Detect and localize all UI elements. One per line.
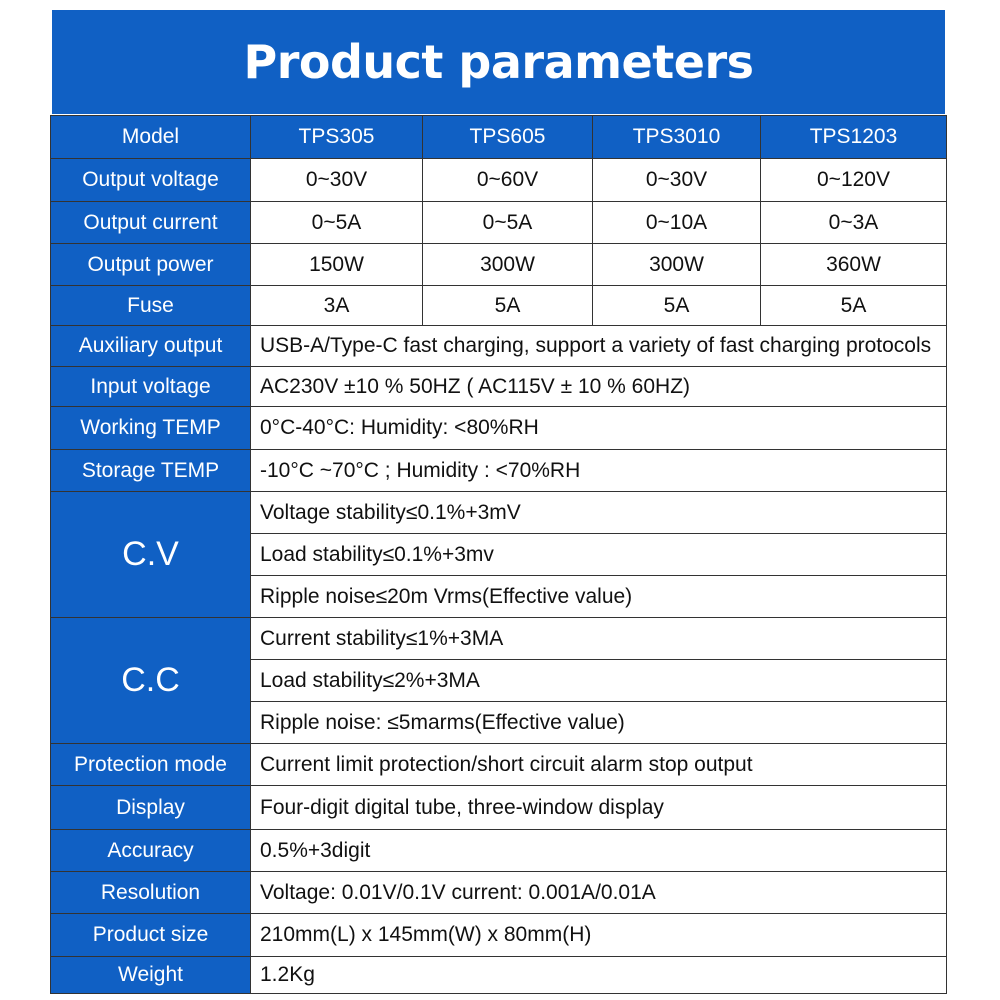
row-value: Load stability≤0.1%+3mv <box>250 533 947 576</box>
table-row: Protection mode Current limit protection/… <box>50 743 947 786</box>
row-value: 0~3A <box>760 201 947 244</box>
page-title: Product parameters <box>52 10 945 114</box>
row-label: Resolution <box>50 871 251 914</box>
table-row: C.V Voltage stability≤0.1%+3mV <box>50 491 947 618</box>
header-label: Model <box>50 115 251 159</box>
row-label: Output current <box>50 201 251 244</box>
row-label: Accuracy <box>50 829 251 872</box>
row-value: 0.5%+3digit <box>250 829 947 872</box>
row-value: AC230V ±10 % 50HZ ( AC115V ± 10 % 60HZ) <box>250 366 947 407</box>
model-header: TPS605 <box>422 115 593 159</box>
row-label: C.V <box>50 491 251 618</box>
row-value: USB-A/Type-C fast charging, support a va… <box>250 325 947 367</box>
row-value: 5A <box>422 285 593 326</box>
row-value: 5A <box>592 285 761 326</box>
row-value: 0~30V <box>250 158 423 202</box>
row-value: 0~120V <box>760 158 947 202</box>
row-label: Working TEMP <box>50 406 251 450</box>
row-label: Output voltage <box>50 158 251 202</box>
table-row: Resolution Voltage: 0.01V/0.1V current: 0… <box>50 871 947 914</box>
row-value: 1.2Kg <box>250 956 947 994</box>
row-value: 5A <box>760 285 947 326</box>
table-row: Ripple noise: ≤5marms(Effective value) <box>51 701 947 744</box>
header-row: Model TPS305 TPS605 TPS3010 TPS1203 <box>50 115 947 159</box>
row-label: Product size <box>50 913 251 957</box>
row-label: Display <box>50 785 251 830</box>
row-value: Voltage stability≤0.1%+3mV <box>250 491 947 534</box>
row-value: 210mm(L) x 145mm(W) x 80mm(H) <box>250 913 947 957</box>
table-row: Ripple noise≤20m Vrms(Effective value) <box>51 575 947 618</box>
table-row: Output power 150W 300W 300W 360W <box>50 243 947 286</box>
table-row: Display Four-digit digital tube, three-wi… <box>50 785 947 830</box>
row-value: 0°C-40°C: Humidity: <80%RH <box>250 406 947 450</box>
row-label: Output power <box>50 243 251 286</box>
table-row: C.C Current stability≤1%+3MA <box>50 617 947 744</box>
table-row: Accuracy 0.5%+3digit <box>50 829 947 872</box>
row-label: Fuse <box>50 285 251 326</box>
table-row: Working TEMP 0°C-40°C: Humidity: <80%RH <box>50 406 947 450</box>
row-value: Current limit protection/short circuit a… <box>250 743 947 786</box>
table-row: Auxiliary output USB-A/Type-C fast chargi… <box>50 325 947 367</box>
row-value: 150W <box>250 243 423 286</box>
row-label: Input voltage <box>50 366 251 407</box>
row-value: Voltage: 0.01V/0.1V current: 0.001A/0.01… <box>250 871 947 914</box>
row-label: Storage TEMP <box>50 449 251 492</box>
row-value: Four-digit digital tube, three-window di… <box>250 785 947 830</box>
row-value: -10°C ~70°C ; Humidity : <70%RH <box>250 449 947 492</box>
table-row: Output current 0~5A 0~5A 0~10A 0~3A <box>50 201 947 244</box>
row-value: 0~60V <box>422 158 593 202</box>
table-row: Input voltage AC230V ±10 % 50HZ ( AC115V … <box>50 366 947 407</box>
row-label: Auxiliary output <box>50 325 251 367</box>
row-value: 3A <box>250 285 423 326</box>
row-value: 0~5A <box>422 201 593 244</box>
row-label: Weight <box>50 956 251 994</box>
table-row: Weight 1.2Kg <box>50 956 947 994</box>
row-value: Load stability≤2%+3MA <box>250 659 947 702</box>
model-header: TPS305 <box>250 115 423 159</box>
table-row: Fuse 3A 5A 5A 5A <box>50 285 947 326</box>
row-value: 300W <box>592 243 761 286</box>
row-value: 0~5A <box>250 201 423 244</box>
table-row: Output voltage 0~30V 0~60V 0~30V 0~120V <box>50 158 947 202</box>
row-label: Protection mode <box>50 743 251 786</box>
model-header: TPS3010 <box>592 115 761 159</box>
table-row: Product size 210mm(L) x 145mm(W) x 80mm(H… <box>50 913 947 957</box>
row-value: 0~10A <box>592 201 761 244</box>
table-row: Load stability≤0.1%+3mv <box>51 533 947 576</box>
row-value: 300W <box>422 243 593 286</box>
row-value: Ripple noise: ≤5marms(Effective value) <box>250 701 947 744</box>
row-value: 360W <box>760 243 947 286</box>
row-value: Current stability≤1%+3MA <box>250 617 947 660</box>
table-row: Storage TEMP -10°C ~70°C ; Humidity : <70… <box>50 449 947 492</box>
model-header: TPS1203 <box>760 115 947 159</box>
row-label: C.C <box>50 617 251 744</box>
row-value: Ripple noise≤20m Vrms(Effective value) <box>250 575 947 618</box>
row-value: 0~30V <box>592 158 761 202</box>
spec-table: Model TPS305 TPS605 TPS3010 TPS1203 Output vo… <box>50 115 947 994</box>
